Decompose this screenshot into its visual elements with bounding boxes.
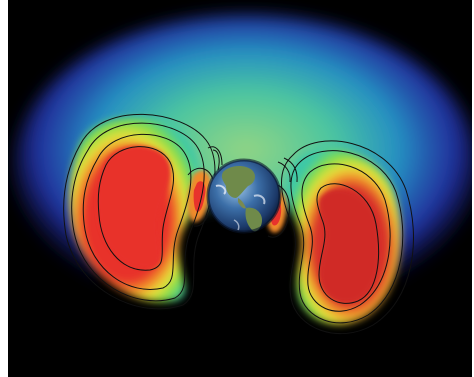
radiation-belt-illustration bbox=[8, 15, 472, 377]
north-america-shape bbox=[221, 166, 255, 198]
radiation-belt-image bbox=[8, 0, 472, 377]
south-america-shape bbox=[245, 207, 262, 232]
left-belt-lobe bbox=[69, 117, 199, 302]
right-belt-lobe bbox=[288, 150, 401, 325]
inner-belt-left bbox=[187, 170, 212, 222]
contour-lines bbox=[63, 113, 414, 335]
earth-globe bbox=[206, 158, 282, 234]
